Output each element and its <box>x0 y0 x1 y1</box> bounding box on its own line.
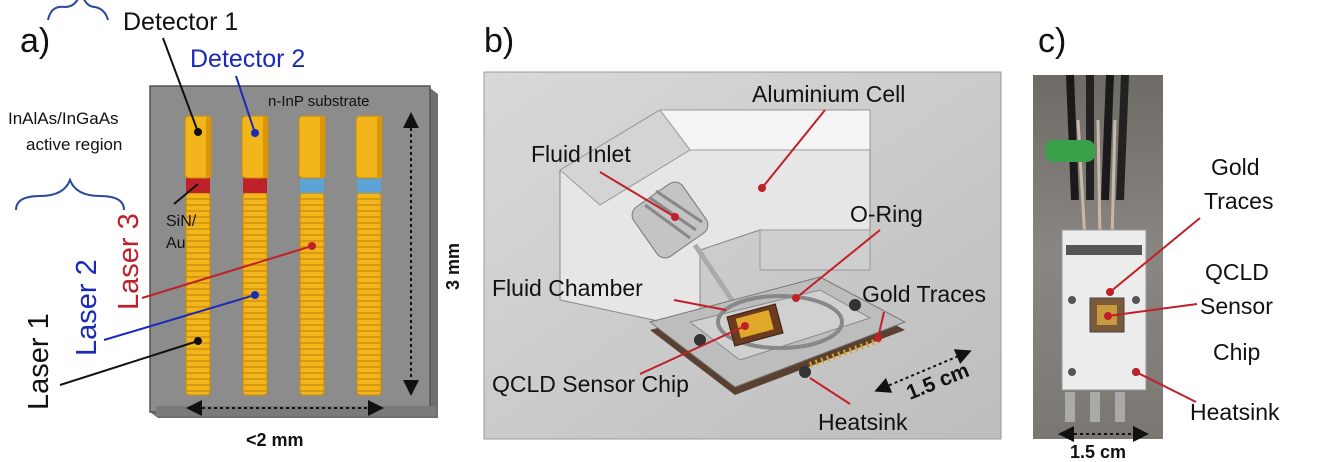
panel-a: a) <box>8 0 463 450</box>
detector-2-label: Detector 2 <box>190 45 305 73</box>
laser-ridge-1 <box>184 115 212 396</box>
gold-traces-label: Gold Traces <box>862 281 986 307</box>
fluid-chamber-label: Fluid Chamber <box>492 275 643 301</box>
active-region-line1: InAlAs/InGaAs <box>8 109 119 128</box>
c-dimension-label: 1.5 cm <box>1070 442 1126 462</box>
photo-board <box>1061 229 1147 422</box>
o-ring-label: O-Ring <box>850 201 923 227</box>
active-region-brace <box>15 177 125 211</box>
active-region-line2: active region <box>26 135 122 154</box>
base-plate <box>648 276 907 395</box>
detector-1-leader <box>162 37 199 133</box>
c-qcld-line2: Sensor <box>1200 293 1273 319</box>
laser-ridge-2 <box>241 115 269 396</box>
laser-2-label: Laser 2 <box>71 259 103 356</box>
laser-3-dot <box>308 242 316 250</box>
height-dimension-label: 3 mm <box>443 243 463 290</box>
c-heatsink-label: Heatsink <box>1190 399 1280 425</box>
laser-ridge-3 <box>298 115 326 396</box>
fluid-inlet-label: Fluid Inlet <box>531 141 631 167</box>
laser-1-dot <box>194 337 202 345</box>
panel-b: b) Aluminiu <box>483 22 1002 440</box>
detector-2-dot <box>251 129 259 137</box>
heatsink-label: Heatsink <box>818 409 908 435</box>
laser-2-dot <box>251 291 259 299</box>
substrate-label: n-InP substrate <box>268 93 369 110</box>
panel-c-label: c) <box>1038 22 1066 60</box>
laser-1-leader <box>59 340 199 386</box>
sin-au-leader <box>173 183 199 205</box>
c-gold-traces-line2: Traces <box>1204 188 1273 214</box>
c-qcld-line1: QCLD <box>1205 259 1269 285</box>
panel-b-label: b) <box>484 22 514 60</box>
laser-ridge-4 <box>355 115 383 396</box>
detector-1-label: Detector 1 <box>123 8 238 36</box>
c-gold-traces-line1: Gold <box>1211 154 1260 180</box>
width-dimension-label: <2 mm <box>246 430 304 450</box>
laser-3-label: Laser 3 <box>113 213 145 310</box>
laser-1-label: Laser 1 <box>23 313 55 410</box>
photo-cables <box>1045 74 1129 241</box>
panel-c: c) Gold Traces QCL <box>1033 22 1280 462</box>
detector-2-leader <box>235 75 256 134</box>
sin-au-line2: Au <box>166 235 186 252</box>
sin-au-line1: SiN/ <box>166 213 197 230</box>
c-qcld-line3: Chip <box>1213 339 1260 365</box>
detector-1-dot <box>194 128 202 136</box>
qcld-chip-label: QCLD Sensor Chip <box>492 371 689 397</box>
laser-2-leader <box>103 294 256 341</box>
panel-a-label: a) <box>20 22 50 60</box>
chip-dimension-arrow <box>874 349 972 393</box>
aluminium-cell-label: Aluminium Cell <box>752 81 905 107</box>
laser-3-leader <box>141 245 313 299</box>
detector-brace <box>47 0 109 21</box>
